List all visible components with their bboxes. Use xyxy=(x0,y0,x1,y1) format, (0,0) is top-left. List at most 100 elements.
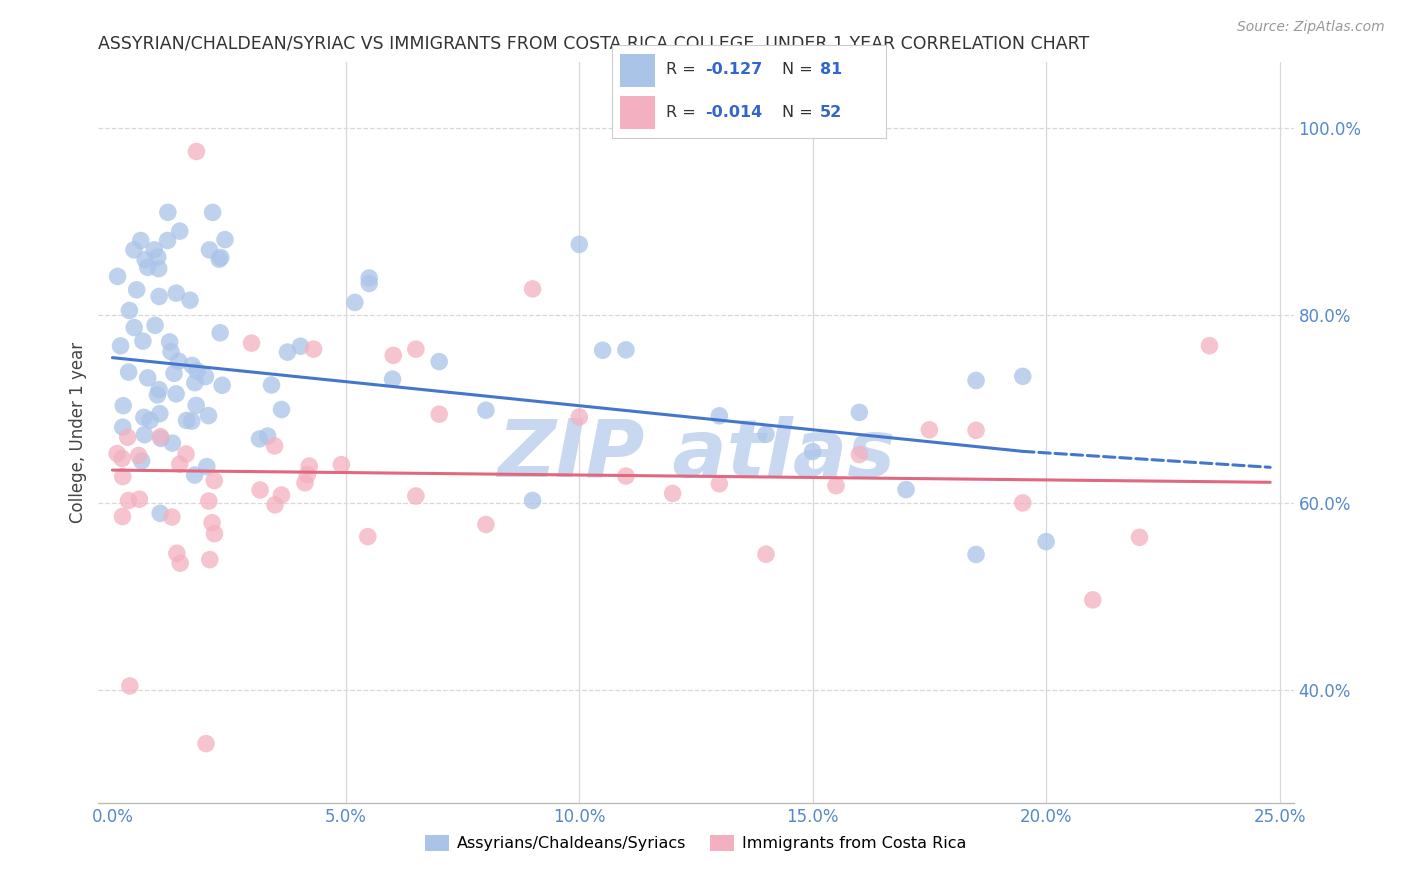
Point xyxy=(195,737,218,751)
Point xyxy=(117,365,139,379)
Text: R =: R = xyxy=(666,62,702,78)
Point xyxy=(169,224,191,238)
Point xyxy=(405,342,427,356)
Point xyxy=(118,679,141,693)
Text: -0.127: -0.127 xyxy=(704,62,762,78)
Point xyxy=(801,444,824,458)
Point xyxy=(186,398,208,412)
Point xyxy=(180,414,202,428)
Point xyxy=(131,454,153,468)
Point xyxy=(894,483,917,497)
Point xyxy=(112,399,135,413)
Point xyxy=(128,449,150,463)
Point xyxy=(240,336,263,351)
Point xyxy=(198,243,221,257)
Point xyxy=(183,468,205,483)
Point xyxy=(166,546,188,560)
Point xyxy=(270,488,292,502)
Point xyxy=(148,383,170,397)
Point xyxy=(298,458,321,473)
Point xyxy=(290,339,312,353)
Point xyxy=(149,407,172,421)
Point xyxy=(149,429,172,443)
Point xyxy=(136,371,159,385)
Point xyxy=(117,430,139,444)
Point xyxy=(122,243,145,257)
Point xyxy=(160,510,183,524)
Text: Source: ZipAtlas.com: Source: ZipAtlas.com xyxy=(1237,20,1385,34)
Point xyxy=(276,345,298,359)
Point xyxy=(1011,496,1033,510)
Point xyxy=(148,289,170,303)
Point xyxy=(202,474,225,488)
Point xyxy=(614,343,637,357)
Point xyxy=(568,237,591,252)
Text: N =: N = xyxy=(782,62,817,78)
Point xyxy=(136,260,159,275)
Point xyxy=(208,252,231,267)
Point xyxy=(201,205,224,219)
Point xyxy=(522,282,544,296)
Legend: Assyrians/Chaldeans/Syriacs, Immigrants from Costa Rica: Assyrians/Chaldeans/Syriacs, Immigrants … xyxy=(419,829,973,858)
Text: -0.014: -0.014 xyxy=(704,104,762,120)
Point xyxy=(111,420,134,434)
Text: N =: N = xyxy=(782,104,817,120)
Point xyxy=(195,459,218,474)
Point xyxy=(302,342,325,356)
Point xyxy=(198,552,221,566)
Text: 81: 81 xyxy=(820,62,842,78)
Point xyxy=(160,344,183,359)
Point xyxy=(111,469,134,483)
FancyBboxPatch shape xyxy=(620,96,655,129)
Point xyxy=(330,458,353,472)
Point xyxy=(111,451,134,466)
Point xyxy=(148,261,170,276)
Point xyxy=(709,409,731,423)
Point xyxy=(159,334,181,349)
Point xyxy=(270,402,292,417)
Point xyxy=(118,303,141,318)
Point xyxy=(156,234,179,248)
Point xyxy=(105,446,128,460)
Point xyxy=(825,479,848,493)
Point xyxy=(198,494,221,508)
Point xyxy=(149,506,172,520)
Point xyxy=(122,320,145,334)
Text: 52: 52 xyxy=(820,104,842,120)
Point xyxy=(1081,592,1104,607)
Text: ASSYRIAN/CHALDEAN/SYRIAC VS IMMIGRANTS FROM COSTA RICA COLLEGE, UNDER 1 YEAR COR: ASSYRIAN/CHALDEAN/SYRIAC VS IMMIGRANTS F… xyxy=(98,35,1090,53)
Text: ZIP atlas: ZIP atlas xyxy=(496,416,896,494)
Point xyxy=(125,283,148,297)
Point xyxy=(146,250,169,264)
Point xyxy=(359,271,381,285)
Point xyxy=(522,493,544,508)
Point xyxy=(169,457,191,471)
Point xyxy=(132,334,155,348)
Point xyxy=(202,526,225,541)
Point xyxy=(848,405,870,419)
Point xyxy=(592,343,614,358)
Point xyxy=(297,467,319,482)
Point xyxy=(848,447,870,461)
Point xyxy=(209,251,232,265)
Point xyxy=(755,547,778,561)
Point xyxy=(1035,534,1057,549)
Point xyxy=(174,447,197,461)
Point xyxy=(176,413,198,427)
Point xyxy=(755,427,778,442)
Point xyxy=(614,469,637,483)
Point xyxy=(381,372,404,386)
Point xyxy=(359,277,381,291)
Point xyxy=(163,367,186,381)
Point xyxy=(184,376,207,390)
Point xyxy=(165,387,187,401)
Point xyxy=(427,407,450,421)
Point xyxy=(201,516,224,530)
Point xyxy=(134,252,156,267)
Point xyxy=(1011,369,1033,384)
Point xyxy=(129,234,152,248)
Point xyxy=(197,409,219,423)
Point xyxy=(143,243,166,257)
Point xyxy=(149,432,172,446)
Point xyxy=(965,374,987,388)
